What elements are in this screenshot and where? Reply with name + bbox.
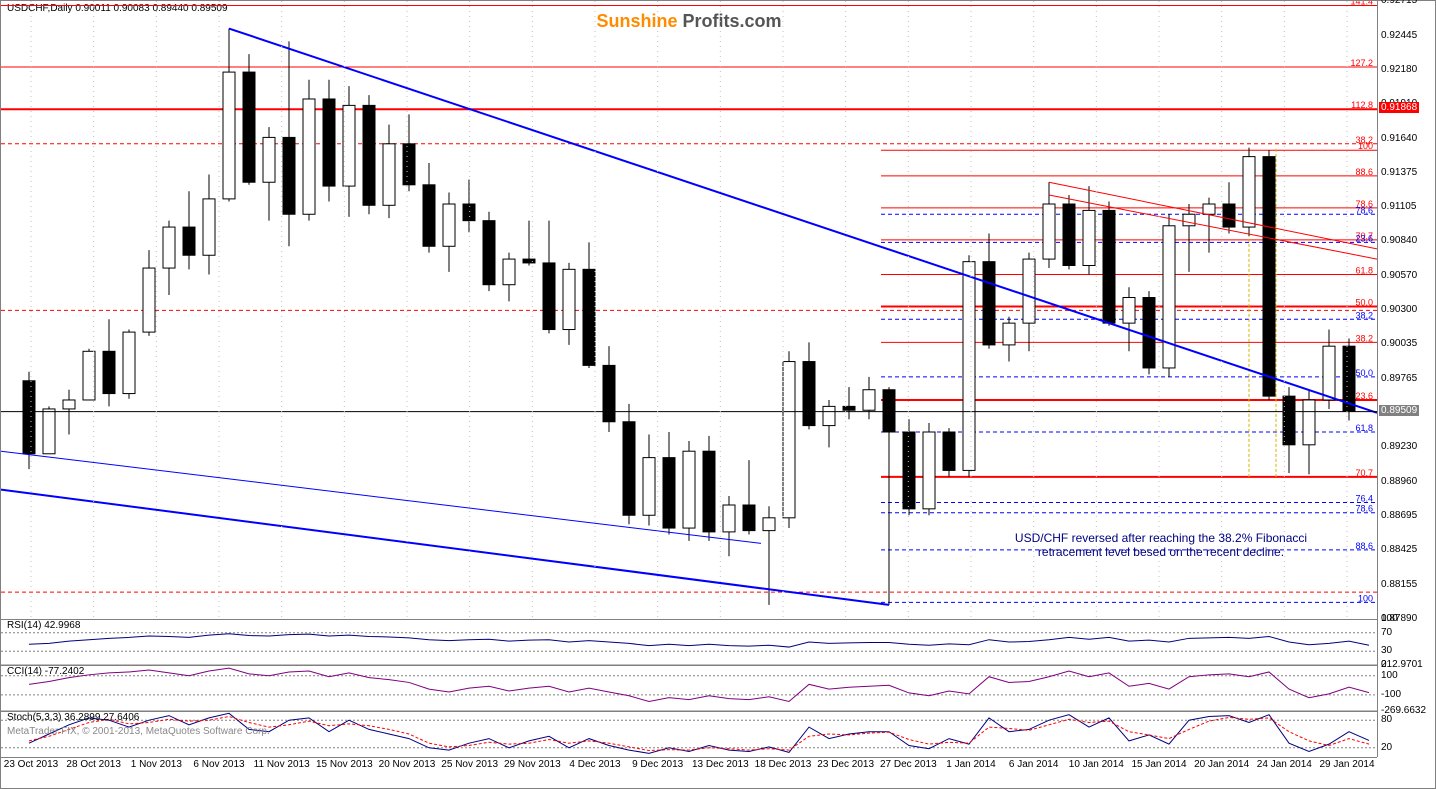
svg-text:76.4: 76.4 [1355,493,1373,503]
price-chart-svg: 141.4 127.2 112.8 38.2 100 88.6 78.6 78.6 70.7 23… [1,1,1377,619]
cci-svg [1,665,1377,711]
svg-text:70.7: 70.7 [1355,468,1373,478]
svg-text:141.4: 141.4 [1350,1,1373,6]
rsi-svg [1,619,1377,665]
svg-text:88.6: 88.6 [1355,167,1373,177]
svg-text:38.2: 38.2 [1355,333,1373,343]
svg-text:112.8: 112.8 [1351,100,1373,110]
stoch-title: Stoch(5,3,3) 36.2899 27.6406 [7,712,139,723]
price-pane[interactable]: USDCHF,Daily 0.90011 0.90083 0.89440 0.8… [1,1,1377,620]
annotation-text: USD/CHF reversed after reaching the 38.2… [961,531,1361,559]
rsi-pane[interactable]: RSI(14) 42.9968 [1,619,1377,666]
svg-text:100: 100 [1358,593,1373,603]
svg-text:50.0: 50.0 [1355,368,1373,378]
svg-text:23.6: 23.6 [1355,391,1373,401]
y-axis-stoch: 2080 [1377,711,1436,757]
rsi-title: RSI(14) 42.9968 [7,620,80,631]
svg-text:100: 100 [1358,141,1373,151]
cci-pane[interactable]: CCI(14) -77.2402 [1,665,1377,712]
svg-text:61.8: 61.8 [1355,423,1373,433]
y-axis-cci: -269.6632-100100212.9701 [1377,665,1436,711]
svg-text:50.0: 50.0 [1355,297,1373,307]
svg-text:78.6: 78.6 [1355,205,1373,215]
y-axis-price: 0.927150.924450.921800.919100.916400.913… [1377,1,1436,619]
copyright-text: MetaTrader FIX, © 2001-2013, MetaQuotes … [7,726,270,737]
svg-text:38.2: 38.2 [1355,310,1373,320]
svg-text:61.8: 61.8 [1355,265,1373,275]
chart-container[interactable]: USDCHF,Daily 0.90011 0.90083 0.89440 0.8… [0,0,1436,789]
svg-text:23.6: 23.6 [1355,233,1373,243]
svg-text:127.2: 127.2 [1350,58,1373,68]
x-axis: 23 Oct 201328 Oct 20131 Nov 20136 Nov 20… [1,757,1377,789]
svg-text:78.6: 78.6 [1355,504,1373,514]
cci-title: CCI(14) -77.2402 [7,666,84,677]
